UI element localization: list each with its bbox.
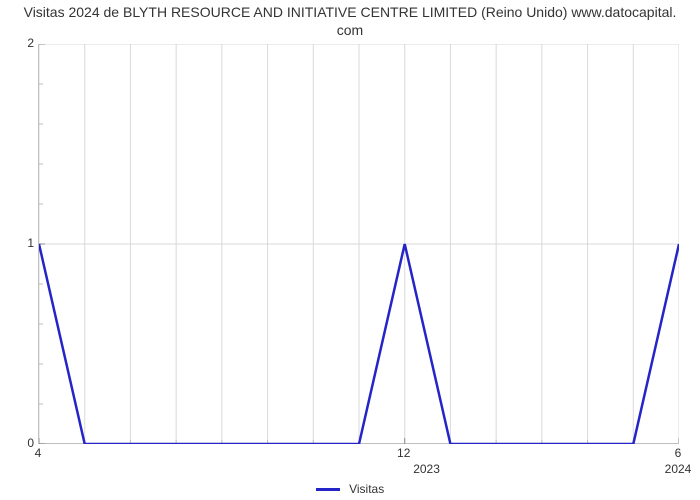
legend-swatch — [316, 488, 340, 491]
plot-svg — [39, 44, 679, 444]
y-tick-label: 2 — [6, 36, 34, 50]
chart-title-line2: com — [337, 22, 363, 38]
x-year-label: 2024 — [665, 462, 692, 476]
x-tick-label: 12 — [397, 446, 410, 460]
plot-area — [38, 44, 678, 444]
x-tick-label: 4 — [35, 446, 42, 460]
y-tick-label: 1 — [6, 236, 34, 250]
chart-title: Visitas 2024 de BLYTH RESOURCE AND INITI… — [0, 4, 700, 39]
legend-label: Visitas — [349, 482, 384, 496]
y-tick-label: 0 — [6, 436, 34, 450]
chart-container: Visitas 2024 de BLYTH RESOURCE AND INITI… — [0, 0, 700, 500]
chart-title-line1: Visitas 2024 de BLYTH RESOURCE AND INITI… — [24, 4, 677, 20]
x-year-label: 2023 — [413, 462, 440, 476]
x-tick-label: 6 — [675, 446, 682, 460]
legend: Visitas — [0, 482, 700, 496]
